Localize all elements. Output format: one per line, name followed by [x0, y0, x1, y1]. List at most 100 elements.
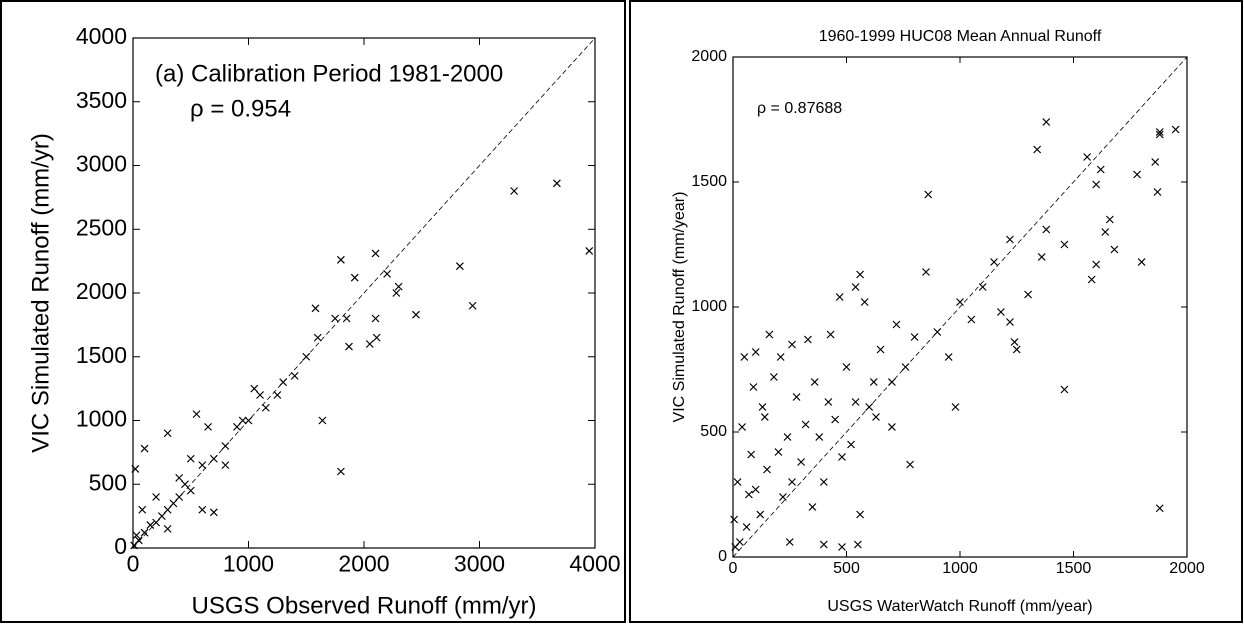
point [131, 465, 140, 473]
point [394, 282, 403, 291]
x-tick-label: 0 [729, 560, 738, 577]
point [169, 499, 178, 508]
point [152, 518, 161, 527]
point [779, 493, 787, 501]
point [336, 467, 345, 476]
point [585, 247, 594, 255]
point [765, 330, 774, 339]
point [990, 258, 998, 266]
point [221, 461, 230, 470]
point [842, 363, 851, 371]
y-tick-label: 500 [700, 423, 727, 440]
point [876, 345, 885, 354]
point [163, 505, 172, 514]
point [371, 249, 380, 258]
point [1042, 225, 1051, 234]
point [740, 353, 749, 361]
point [1101, 228, 1110, 236]
point [233, 422, 241, 431]
point [1010, 338, 1019, 346]
point [901, 363, 910, 371]
y-tick-label: 1500 [691, 173, 727, 190]
point [847, 440, 855, 449]
point [1092, 180, 1101, 189]
annotation: ρ = 0.954 [190, 95, 291, 122]
point [1092, 260, 1101, 269]
point [138, 505, 147, 514]
point [140, 528, 149, 537]
point [751, 485, 760, 494]
y-tick-label: 1000 [76, 406, 127, 432]
point [350, 273, 359, 282]
point [744, 490, 753, 499]
point [1105, 215, 1114, 224]
point [331, 314, 340, 323]
point [731, 543, 740, 551]
y-axis-label: VIC Simulated Runoff (mm/year) [671, 192, 688, 423]
point [838, 453, 846, 461]
point [1024, 290, 1033, 299]
point [1060, 240, 1069, 249]
point [313, 333, 322, 342]
point [819, 540, 828, 549]
point [1006, 235, 1014, 244]
point [209, 454, 218, 463]
y-tick-label: 500 [89, 469, 127, 495]
point [130, 541, 139, 550]
point [826, 330, 835, 339]
point [835, 293, 844, 301]
point [209, 508, 218, 517]
point [856, 510, 865, 519]
point [279, 378, 288, 387]
point [221, 442, 230, 450]
point [887, 378, 896, 386]
point [175, 473, 184, 482]
point [1151, 158, 1160, 166]
point [951, 403, 960, 411]
point [372, 333, 381, 342]
point [250, 384, 259, 393]
point [872, 413, 880, 421]
point [311, 304, 320, 313]
point [273, 391, 282, 399]
point [1155, 504, 1164, 513]
point [758, 403, 767, 411]
point [803, 335, 812, 344]
point [146, 521, 155, 529]
point [383, 269, 392, 278]
x-tick-label: 3000 [454, 550, 505, 576]
point [290, 371, 299, 380]
point [336, 255, 345, 264]
point [345, 342, 353, 351]
panel-border [0, 0, 626, 623]
point [140, 444, 149, 453]
point [978, 283, 987, 291]
y-tick-label: 3500 [76, 87, 127, 113]
point [996, 308, 1005, 316]
y-axis-label: VIC Simulated Runoff (mm/yr) [27, 133, 54, 453]
point [788, 340, 796, 349]
x-tick-label: 0 [127, 550, 140, 576]
point [742, 523, 751, 531]
point [371, 314, 380, 323]
point [776, 353, 785, 361]
point [924, 190, 933, 199]
point [152, 493, 161, 501]
annotation: (a) Calibration Period 1981-2000 [155, 60, 503, 87]
point [792, 393, 801, 401]
point [851, 283, 860, 291]
point [1037, 253, 1046, 261]
point [186, 454, 195, 463]
point [157, 512, 166, 521]
point [302, 352, 311, 361]
point [808, 503, 817, 511]
point [365, 340, 374, 348]
point [261, 403, 270, 412]
point [838, 543, 846, 551]
point [192, 410, 201, 419]
point [738, 423, 747, 431]
point [763, 465, 771, 474]
point [756, 510, 765, 519]
one-to-one-line [132, 37, 596, 549]
